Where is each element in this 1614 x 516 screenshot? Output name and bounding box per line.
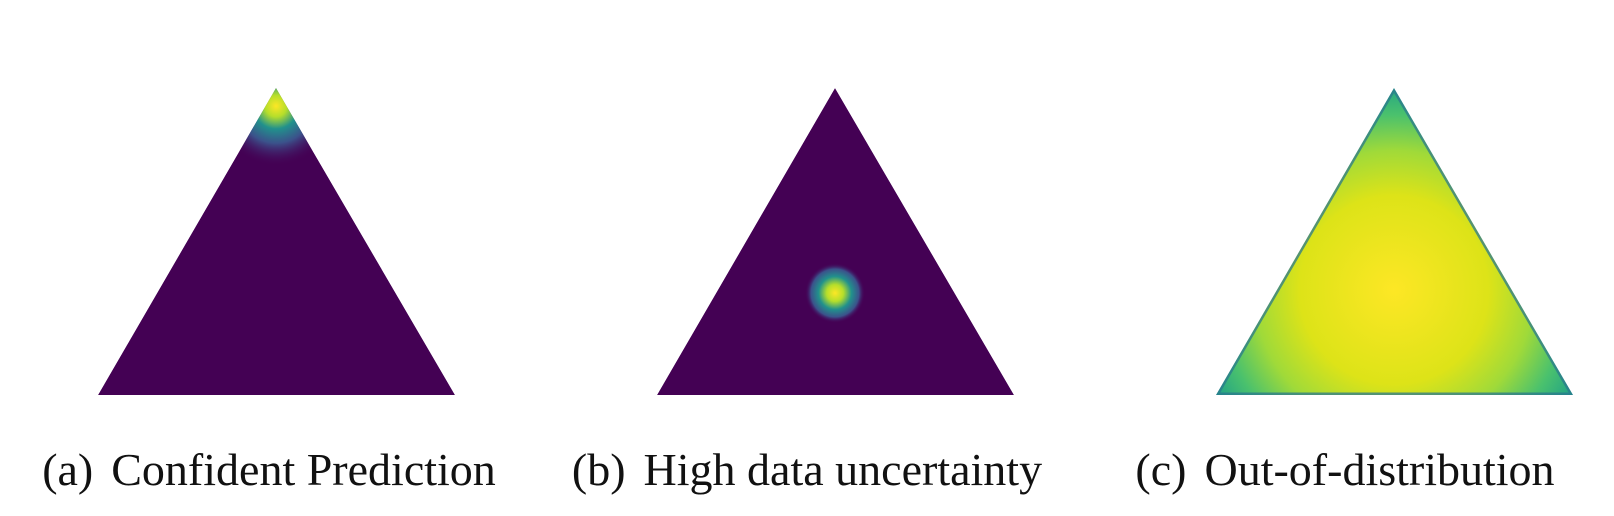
caption-b: (b) High data uncertainty <box>538 442 1076 498</box>
caption-text: High data uncertainty <box>643 444 1043 495</box>
caption-tag: (c) <box>1135 444 1187 495</box>
panel-c: (c) Out-of-distribution <box>1076 0 1614 516</box>
simplex-edge <box>1216 88 1573 395</box>
caption-c: (c) Out-of-distribution <box>1076 442 1614 498</box>
simplex-triangle <box>98 88 455 395</box>
caption-a: (a) Confident Prediction <box>0 442 538 498</box>
simplex-triangle <box>1216 88 1573 395</box>
simplex-plot-confident <box>98 88 455 395</box>
caption-text: Out-of-distribution <box>1204 444 1555 495</box>
caption-tag: (b) <box>571 444 626 495</box>
caption-text: Confident Prediction <box>111 444 496 495</box>
simplex-triangle <box>657 88 1014 395</box>
simplex-plot-out-of-distribution <box>1216 88 1573 395</box>
panel-b: (b) High data uncertainty <box>538 0 1076 516</box>
panel-a: (a) Confident Prediction <box>0 0 538 516</box>
caption-tag: (a) <box>42 444 94 495</box>
density-peak <box>805 263 865 323</box>
simplex-plot-data-uncertainty <box>657 88 1014 395</box>
density-peak <box>180 88 380 220</box>
